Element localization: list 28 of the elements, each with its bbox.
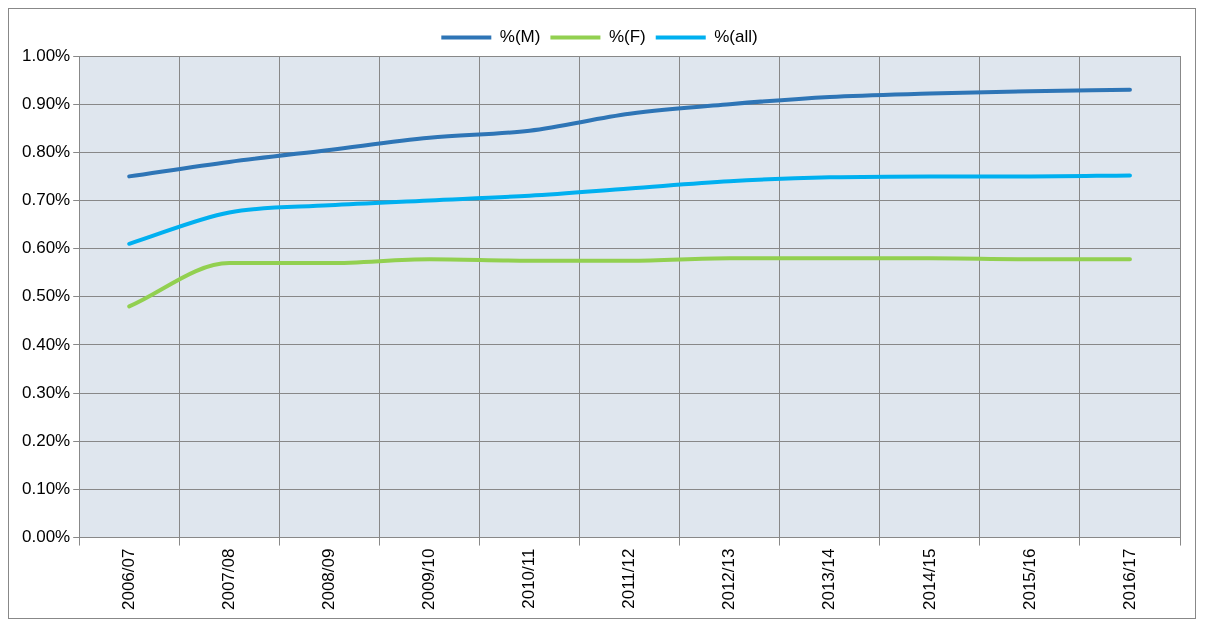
legend-label: %(all): [714, 27, 758, 47]
line-series: [127, 87, 1132, 179]
line-series: [127, 173, 1132, 246]
x-tick-label: 2013/14: [819, 548, 839, 610]
x-tick-label: 2006/07: [118, 548, 138, 610]
legend-label: %(M): [499, 27, 541, 47]
y-tick-label: 0.30%: [22, 382, 71, 402]
x-tick-label: 2009/10: [419, 548, 439, 610]
x-tick-label: 2015/16: [1019, 548, 1039, 610]
y-tick-label: 0.40%: [22, 334, 71, 354]
y-tick-label: 0.50%: [22, 286, 71, 306]
x-tick-label: 2008/09: [319, 548, 339, 610]
y-tick-label: 1.00%: [22, 45, 71, 65]
y-tick-label: 0.00%: [22, 527, 71, 547]
x-tick-label: 2011/12: [619, 548, 639, 609]
x-tick-label: 2014/15: [919, 548, 939, 610]
y-tick-label: 0.90%: [22, 93, 71, 113]
legend-label: %(F): [608, 27, 646, 47]
y-tick-label: 0.80%: [22, 142, 71, 161]
y-tick-label: 0.70%: [22, 190, 71, 210]
x-tick-label: 2012/13: [719, 548, 739, 610]
x-tick-label: 2007/08: [219, 548, 238, 610]
y-tick-label: 0.20%: [22, 430, 71, 450]
y-tick-label: 0.10%: [22, 479, 71, 499]
x-tick-label: 2016/17: [1119, 548, 1139, 610]
x-tick-label: 2010/11: [519, 548, 539, 609]
y-tick-label: 0.60%: [22, 238, 71, 258]
line-series: [127, 256, 1132, 309]
